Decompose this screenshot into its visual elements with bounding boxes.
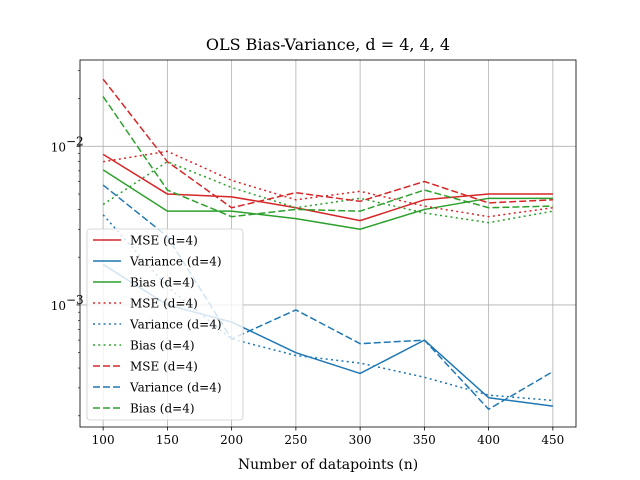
legend-label: MSE (d=4) [130, 360, 198, 374]
series-line-dotted-3 [103, 150, 553, 218]
y-tick-label-exponent: −3 [66, 293, 84, 307]
x-tick-label: 150 [156, 433, 179, 447]
legend-label: Variance (d=4) [129, 381, 222, 395]
x-tick-label: 250 [284, 433, 307, 447]
x-tick-label: 400 [477, 433, 500, 447]
legend-box [86, 228, 244, 421]
series-line-solid-2 [102, 169, 553, 230]
x-tick-label: 200 [220, 433, 243, 447]
y-tick-label: 10 [51, 140, 66, 154]
series-line-dashed-8 [102, 96, 553, 218]
x-tick-label: 300 [349, 433, 372, 447]
legend-label: Bias (d=4) [130, 339, 195, 353]
legend-label: Bias (d=4) [130, 276, 195, 290]
legend: MSE (d=4) Variance (d=4) Bias (d=4) MSE (d=… [86, 228, 244, 421]
x-tick-label: 350 [413, 433, 436, 447]
legend-label: Variance (d=4) [129, 318, 222, 332]
series-line-dashed-6 [102, 78, 553, 209]
y-tick-label: 10 [51, 299, 66, 313]
x-tick-label: 450 [541, 433, 564, 447]
series-line-dotted-5 [102, 160, 554, 224]
legend-label: Bias (d=4) [130, 402, 195, 416]
plot-frame [79, 59, 577, 428]
legend-label: MSE (d=4) [130, 234, 198, 248]
legend-label: Variance (d=4) [129, 255, 222, 269]
x-axis-label: Number of datapoints (n) [238, 457, 418, 473]
y-tick-label-exponent: −2 [66, 134, 84, 148]
legend-label: MSE (d=4) [130, 297, 198, 311]
x-tick-label: 100 [92, 433, 115, 447]
chart-title: OLS Bias-Variance, d = 4, 4, 4 [206, 35, 450, 54]
